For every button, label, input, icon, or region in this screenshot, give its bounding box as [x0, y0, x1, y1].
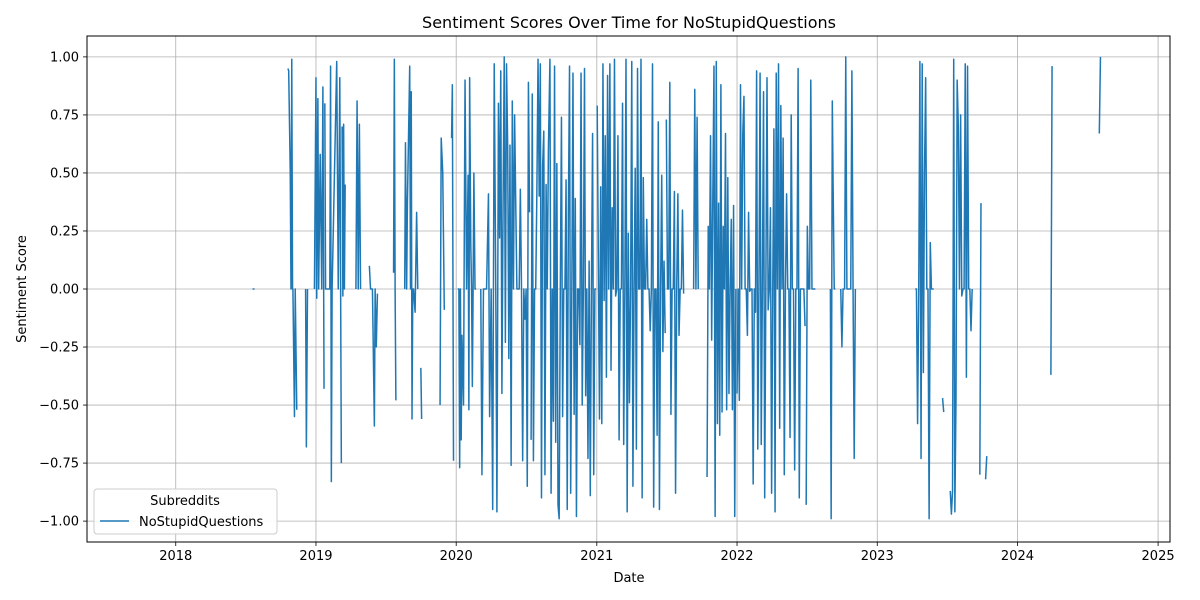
x-tick-label: 2021: [580, 549, 613, 564]
series-line-segment: [313, 77, 325, 389]
series-line-segment: [596, 58, 666, 513]
series-line-segment: [805, 79, 816, 505]
x-tick-label: 2022: [720, 549, 753, 564]
series-line-segment: [304, 288, 309, 448]
series-line-segment: [324, 60, 343, 483]
x-tick-label: 2018: [159, 549, 192, 564]
x-tick-label: 2024: [1001, 549, 1034, 564]
legend-title: Subreddits: [150, 494, 220, 509]
series-line-segment: [840, 56, 857, 460]
series-line-segment: [368, 265, 379, 427]
series-line-segment: [530, 58, 597, 520]
series-line-segment: [941, 398, 945, 413]
y-tick-label: 0.75: [50, 108, 79, 123]
x-tick-label: 2020: [440, 549, 473, 564]
series-line-segment: [480, 56, 531, 513]
series-line-segment: [979, 203, 982, 475]
chart-title: Sentiment Scores Over Time for NoStupidQ…: [422, 13, 836, 32]
legend-label-nostupidquestions: NoStupidQuestions: [139, 515, 264, 530]
series-line-segment: [915, 60, 934, 520]
x-tick-label: 2025: [1142, 549, 1175, 564]
y-tick-label: 1.00: [50, 50, 79, 65]
legend-box: [93, 488, 278, 535]
y-tick-label: 0.25: [50, 224, 79, 239]
x-tick-label: 2019: [299, 549, 332, 564]
y-axis-title: Sentiment Score: [15, 235, 30, 343]
y-tick-label: 0.00: [50, 283, 79, 298]
x-axis-title: Date: [613, 571, 644, 586]
series-line-segment: [403, 65, 419, 420]
series-line-segment: [457, 77, 477, 469]
y-tick-label: −1.00: [39, 515, 79, 530]
series-line-segment: [829, 100, 836, 520]
axis-ticks: 2018 2019 2020 2021 2022 2023 2024 2025 −1.00 −0.…: [39, 50, 1174, 564]
series-line-segment: [287, 58, 298, 418]
series-line-segment: [1050, 66, 1053, 375]
series-line-segment: [450, 83, 455, 461]
series-line-nostupidquestions: [252, 56, 1102, 520]
series-line-segment: [355, 100, 362, 290]
series-line-segment: [984, 456, 988, 480]
series-line-segment: [665, 81, 685, 495]
y-tick-label: 0.50: [50, 166, 79, 181]
series-line-segment: [439, 137, 446, 406]
series-line-segment: [692, 88, 699, 290]
series-line-segment: [392, 58, 397, 401]
y-tick-label: −0.50: [39, 399, 79, 414]
series-line-segment: [706, 60, 737, 518]
series-line-segment: [341, 123, 346, 297]
legend: Subreddits NoStupidQuestions: [93, 488, 278, 535]
y-tick-label: −0.75: [39, 457, 79, 472]
series-line-segment: [1098, 56, 1102, 134]
series-line-segment: [420, 367, 423, 419]
y-tick-label: −0.25: [39, 341, 79, 356]
series-line-segment: [949, 58, 973, 515]
x-tick-label: 2023: [861, 549, 894, 564]
series-line-segment: [736, 63, 806, 513]
